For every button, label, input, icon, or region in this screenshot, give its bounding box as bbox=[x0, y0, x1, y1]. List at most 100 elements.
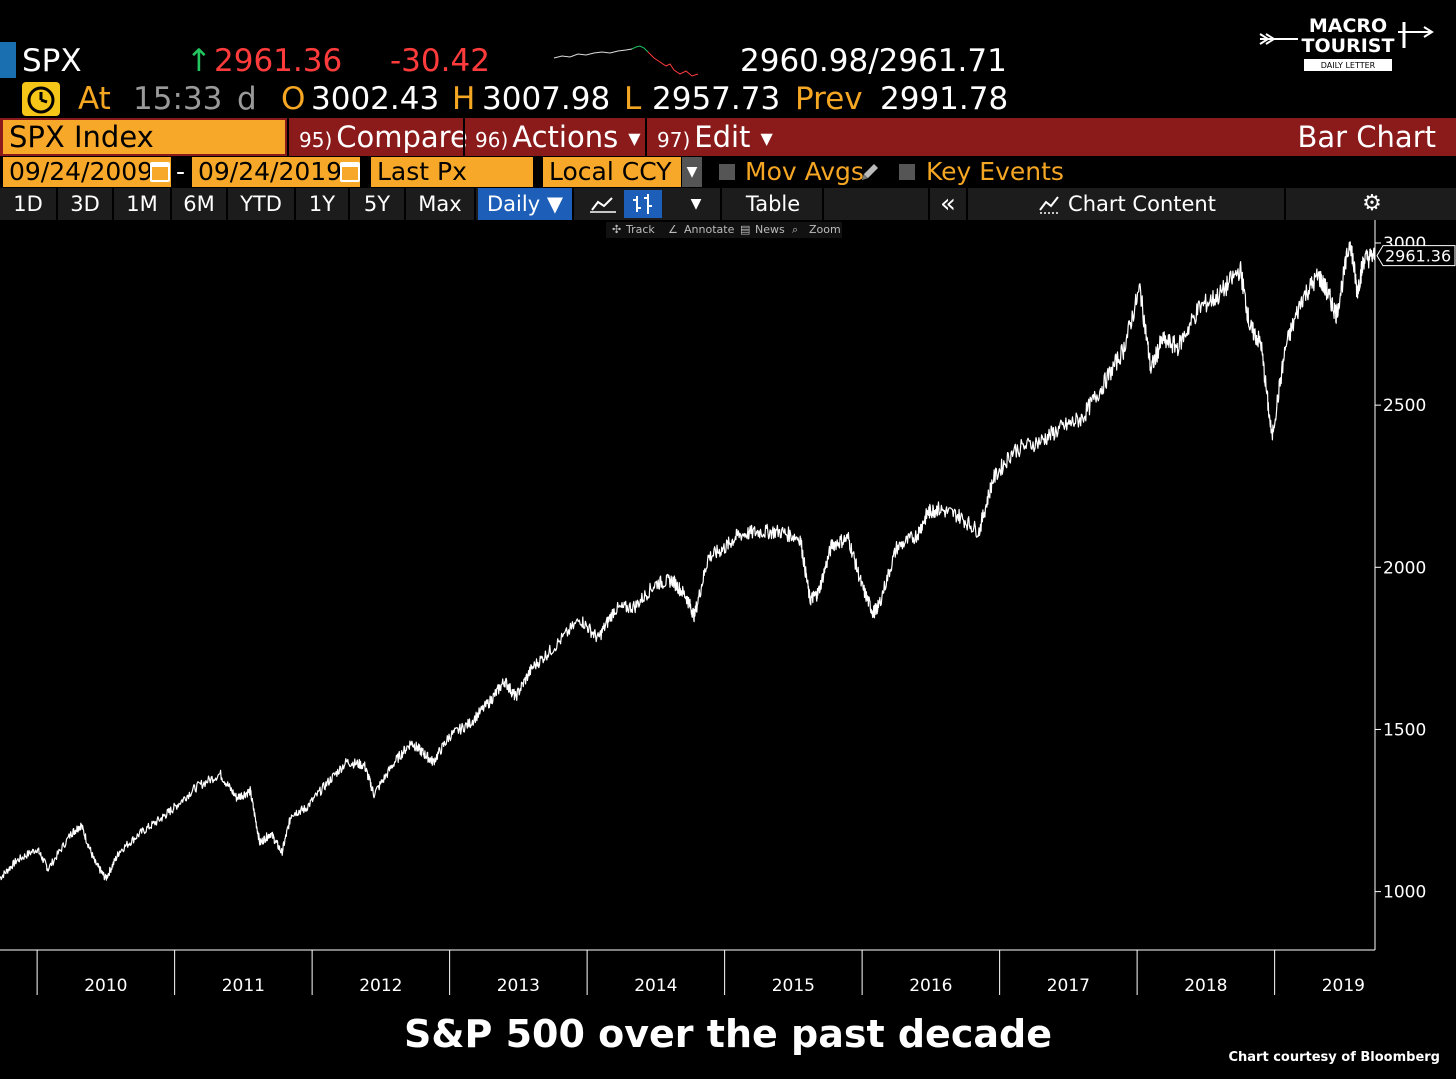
last-value-label: 2961.36 bbox=[1385, 247, 1451, 266]
mov-avgs-label[interactable]: Mov Avgs bbox=[745, 157, 864, 186]
chart-subtools: ✣ Track ∠ Annotate ▤ News ⌕ Zoom bbox=[606, 222, 842, 238]
x-tick-label: 2018 bbox=[1184, 976, 1227, 996]
range-ytd-button[interactable]: YTD bbox=[228, 188, 296, 220]
range-3d-button[interactable]: 3D bbox=[58, 188, 114, 220]
open-value: 3002.43 bbox=[311, 81, 440, 117]
key-events-checkbox[interactable] bbox=[899, 164, 915, 180]
dropdown-arrow-icon[interactable]: ▼ bbox=[682, 157, 702, 187]
bar-chart-icon[interactable] bbox=[624, 190, 662, 218]
frequency-select[interactable]: Daily ▼ bbox=[478, 188, 574, 220]
x-tick-label: 2016 bbox=[909, 976, 952, 996]
security-field[interactable]: SPX Index bbox=[3, 120, 285, 154]
at-label: At bbox=[78, 81, 111, 117]
last-value-tag: 2961.36 bbox=[1376, 245, 1456, 267]
pencil-icon[interactable] bbox=[858, 160, 880, 184]
chart-type-title: Bar Chart bbox=[1297, 120, 1436, 154]
y-tick-label: 2500 bbox=[1383, 396, 1426, 416]
news-tool[interactable]: News bbox=[755, 223, 785, 236]
range-6m-button[interactable]: 6M bbox=[172, 188, 228, 220]
high-label: H bbox=[452, 81, 476, 117]
chart-caption: S&P 500 over the past decade bbox=[404, 1012, 1052, 1056]
range-1y-button[interactable]: 1Y bbox=[296, 188, 350, 220]
ticker-marker bbox=[0, 42, 16, 78]
date-separator: - bbox=[176, 157, 186, 186]
time-suffix: d bbox=[237, 81, 257, 117]
chart-content-button[interactable]: Chart Content bbox=[970, 188, 1286, 220]
quote-time: 15:33 bbox=[133, 81, 223, 117]
actions-label: Actions bbox=[512, 120, 619, 154]
clock-icon[interactable] bbox=[22, 82, 60, 116]
up-arrow-icon: ↑ bbox=[186, 43, 212, 79]
currency-select[interactable]: Local CCY bbox=[543, 157, 681, 187]
range-max-button[interactable]: Max bbox=[406, 188, 476, 220]
track-tool[interactable]: Track bbox=[626, 223, 655, 236]
price-chart[interactable]: 2010 2011 2012 2013 2014 2015 2016 2017 2018 2019… bbox=[0, 220, 1456, 1000]
intraday-sparkline bbox=[553, 45, 699, 77]
last-price: 2961.36 bbox=[214, 43, 343, 79]
high-value: 3007.98 bbox=[482, 81, 611, 117]
edit-menu[interactable]: 97) Edit ▼ bbox=[645, 118, 779, 156]
range-toolbar: 1D 3D 1M 6M YTD 1Y 5Y Max Daily ▼ ▼ Tabl… bbox=[0, 188, 1456, 220]
x-tick-label: 2013 bbox=[497, 976, 540, 996]
ohlc-row: At 15:33 d O 3002.43 H 3007.98 L 2957.73… bbox=[0, 80, 1456, 118]
ticker-symbol[interactable]: SPX bbox=[22, 43, 82, 79]
svg-text:DAILY LETTER: DAILY LETTER bbox=[1321, 61, 1376, 70]
low-value: 2957.73 bbox=[652, 81, 781, 117]
command-bar: SPX Index 95) Compare 96) Actions ▼ 97) Edit… bbox=[0, 118, 1456, 156]
start-date-field[interactable]: 09/24/2009 bbox=[3, 157, 171, 187]
open-label: O bbox=[281, 81, 306, 117]
caret-down-icon: ▼ bbox=[760, 129, 773, 148]
zoom-tool[interactable]: Zoom bbox=[809, 223, 841, 236]
line-chart-icon[interactable] bbox=[584, 190, 622, 218]
x-tick-label: 2011 bbox=[222, 976, 265, 996]
svg-text:TOURIST: TOURIST bbox=[1302, 35, 1395, 57]
spx-price-line bbox=[0, 241, 1376, 881]
compare-label: Compare bbox=[336, 120, 468, 154]
prev-value: 2991.78 bbox=[880, 81, 1009, 117]
svg-text:MACRO: MACRO bbox=[1309, 15, 1387, 37]
net-change: -30.42 bbox=[390, 43, 490, 79]
x-tick-label: 2012 bbox=[359, 976, 402, 996]
prev-label: Prev bbox=[795, 81, 863, 117]
last-value-box bbox=[1376, 245, 1456, 267]
calendar-icon[interactable] bbox=[150, 162, 170, 182]
mov-avgs-checkbox[interactable] bbox=[719, 164, 735, 180]
edit-label: Edit bbox=[694, 120, 751, 154]
x-tick-label: 2019 bbox=[1322, 976, 1365, 996]
calendar-icon[interactable] bbox=[340, 162, 360, 182]
x-tick-label: 2010 bbox=[84, 976, 127, 996]
range-5y-button[interactable]: 5Y bbox=[350, 188, 406, 220]
low-label: L bbox=[624, 81, 642, 117]
price-field-select[interactable]: Last Px bbox=[371, 157, 533, 187]
y-tick-label: 2000 bbox=[1383, 558, 1426, 578]
range-1d-button[interactable]: 1D bbox=[0, 188, 58, 220]
compare-button[interactable]: 95) Compare bbox=[287, 118, 468, 156]
zoom-icon[interactable]: ⌕ bbox=[792, 223, 799, 236]
key-events-label[interactable]: Key Events bbox=[926, 157, 1064, 186]
news-icon[interactable]: ▤ bbox=[740, 223, 751, 236]
actions-menu[interactable]: 96) Actions ▼ bbox=[463, 118, 643, 156]
edit-shortcut: 97) bbox=[657, 128, 691, 152]
macro-tourist-logo: MACRO TOURIST DAILY LETTER bbox=[1259, 15, 1434, 71]
chart-content-label: Chart Content bbox=[1068, 192, 1216, 216]
gear-icon[interactable]: ⚙ bbox=[1362, 191, 1382, 216]
annotate-tool[interactable]: Annotate bbox=[684, 223, 735, 236]
bid-ask: 2960.98/2961.71 bbox=[740, 43, 1007, 79]
y-tick-label: 1500 bbox=[1383, 720, 1426, 740]
date-range-row: 09/24/2009 - 09/24/2019 Last Px Local CC… bbox=[0, 156, 1456, 188]
quote-row: SPX ↑ 2961.36 -30.42 2960.98/2961.71 bbox=[0, 40, 1456, 82]
chart-credit: Chart courtesy of Bloomberg bbox=[1228, 1050, 1440, 1065]
collapse-panel-button[interactable]: « bbox=[928, 188, 968, 220]
end-date-field[interactable]: 09/24/2019 bbox=[192, 157, 360, 187]
annotate-icon[interactable]: ∠ bbox=[668, 223, 678, 236]
compare-shortcut: 95) bbox=[299, 128, 333, 152]
x-tick-label: 2014 bbox=[634, 976, 677, 996]
actions-shortcut: 96) bbox=[475, 128, 509, 152]
x-tick-label: 2015 bbox=[772, 976, 815, 996]
chart-content-icon bbox=[1039, 196, 1059, 214]
chart-style-dropdown[interactable]: ▼ bbox=[672, 188, 722, 220]
track-icon[interactable]: ✣ bbox=[612, 223, 622, 236]
range-1m-button[interactable]: 1M bbox=[114, 188, 172, 220]
y-tick-label: 1000 bbox=[1383, 883, 1426, 903]
table-button[interactable]: Table bbox=[724, 188, 824, 220]
